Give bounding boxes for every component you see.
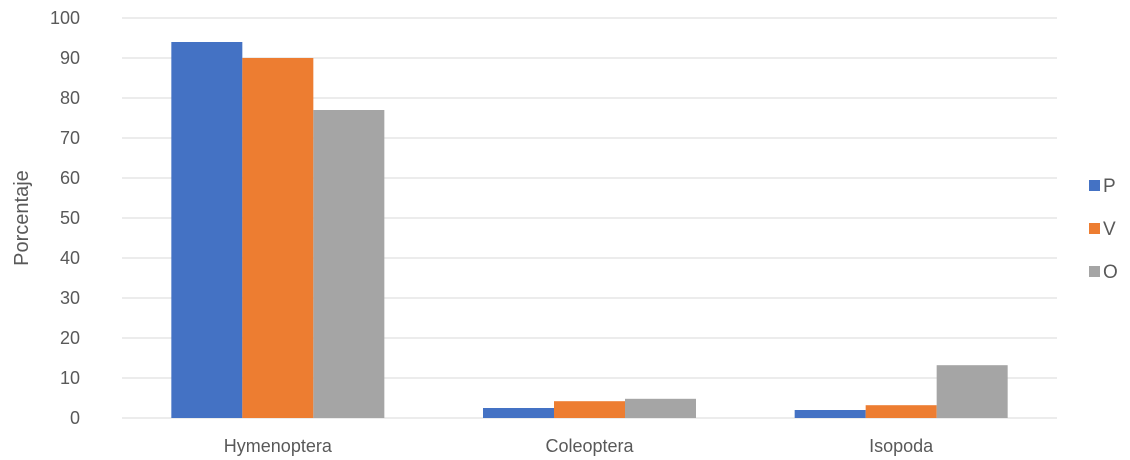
- legend-label-p: P: [1103, 176, 1116, 197]
- legend-swatch-v: [1089, 223, 1100, 234]
- y-tick-label: 40: [60, 248, 80, 268]
- x-category-label: Hymenoptera: [224, 436, 333, 456]
- legend-swatch-o: [1089, 266, 1100, 277]
- y-tick-label: 60: [60, 168, 80, 188]
- y-tick-label: 90: [60, 48, 80, 68]
- x-category-label: Coleoptera: [545, 436, 634, 456]
- y-tick-label: 20: [60, 328, 80, 348]
- bar-v-coleoptera: [554, 401, 625, 418]
- bar-o-isopoda: [936, 365, 1008, 418]
- y-tick-label: 80: [60, 88, 80, 108]
- bar-p-isopoda: [794, 410, 866, 418]
- y-axis-ticks: 0 10 20 30 40 50 60 70 80 90 100: [50, 8, 80, 428]
- legend: P V O: [1089, 176, 1118, 283]
- legend-swatch-p: [1089, 180, 1100, 191]
- x-category-label: Isopoda: [869, 436, 934, 456]
- bar-p-coleoptera: [483, 408, 554, 418]
- bar-o-coleoptera: [625, 398, 696, 418]
- y-tick-label: 30: [60, 288, 80, 308]
- y-tick-label: 10: [60, 368, 80, 388]
- y-axis-label: Porcentaje: [11, 170, 33, 266]
- y-tick-label: 100: [50, 8, 80, 28]
- legend-label-o: O: [1103, 262, 1118, 283]
- y-tick-label: 50: [60, 208, 80, 228]
- legend-label-v: V: [1103, 219, 1116, 240]
- bar-v-isopoda: [865, 405, 937, 418]
- y-tick-label: 70: [60, 128, 80, 148]
- bar-v-hymenoptera: [242, 58, 314, 418]
- y-tick-label: 0: [70, 408, 80, 428]
- bar-p-hymenoptera: [171, 42, 243, 418]
- bar-o-hymenoptera: [313, 110, 385, 418]
- bars: [171, 42, 1008, 418]
- x-axis-categories: Hymenoptera Coleoptera Isopoda: [224, 436, 934, 456]
